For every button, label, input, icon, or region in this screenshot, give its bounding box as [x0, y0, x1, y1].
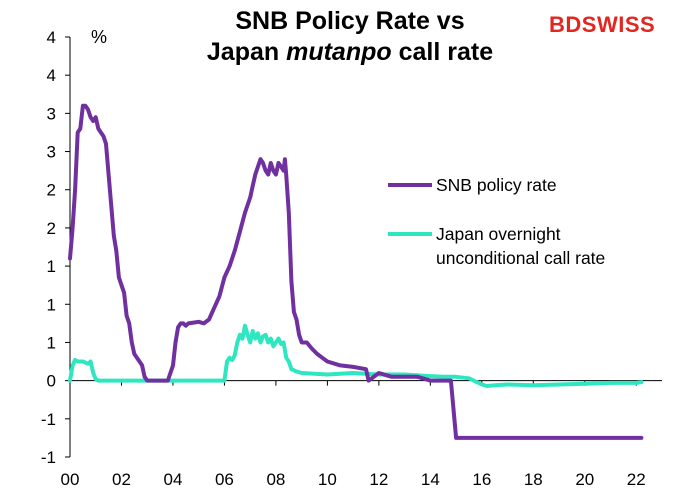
x-tick-label: 10	[318, 470, 337, 489]
legend-swatch-japan	[388, 232, 432, 236]
legend-label-japan: Japan overnight unconditional call rate	[436, 224, 606, 268]
title-line-2: Japan mutanpo call rate	[150, 37, 550, 68]
x-tick-label: 20	[575, 470, 594, 489]
title-line-2-italic: mutanpo	[286, 38, 392, 66]
title-line-1: SNB Policy Rate vs	[235, 7, 465, 35]
series-line-japan	[68, 323, 644, 388]
y-tick-label: -1	[41, 410, 56, 429]
legend-swatch-snb	[388, 183, 432, 187]
title-line-2-prefix: Japan	[206, 38, 287, 66]
x-tick-label: 00	[61, 470, 80, 489]
y-tick-label: 0	[47, 372, 56, 391]
x-tick-label: 18	[524, 470, 543, 489]
x-tick-label: 08	[266, 470, 285, 489]
x-tick-label: 12	[369, 470, 388, 489]
chart-title: SNB Policy Rate vs Japan mutanpo call ra…	[150, 6, 550, 68]
title-line-2-suffix: call rate	[391, 38, 494, 66]
series-line-snb	[68, 103, 644, 440]
bdswiss-logo: BDSWISS	[549, 12, 655, 38]
y-tick-label: 4	[47, 28, 56, 47]
y-tick-label: 2	[47, 219, 56, 238]
legend-label-snb: SNB policy rate	[436, 175, 557, 195]
y-tick-label: 3	[47, 104, 56, 123]
series-layer	[68, 103, 644, 440]
legend-item-japan: Japan overnight unconditional call rate	[388, 222, 648, 270]
x-tick-label: 16	[472, 470, 491, 489]
y-tick-label: 1	[47, 333, 56, 352]
y-tick-label: -1	[41, 448, 56, 467]
y-tick-label: 3	[47, 143, 56, 162]
x-axis: 00 02 04 06 08 10 12 14 16 18 20 22	[61, 380, 662, 489]
y-tick-label: 1	[47, 257, 56, 276]
x-tick-label: 06	[215, 470, 234, 489]
y-tick-label: 2	[47, 181, 56, 200]
x-tick-label: 04	[163, 470, 182, 489]
logo-swiss-text: SWISS	[581, 12, 656, 37]
x-tick-label: 14	[421, 470, 440, 489]
unit-label: %	[91, 27, 108, 47]
legend-item-snb: SNB policy rate	[388, 173, 557, 197]
x-tick-label: 22	[627, 470, 646, 489]
y-tick-label: 1	[47, 295, 56, 314]
y-axis: 4 4 3 3 2 2 1 1 1 0 -1 -1	[41, 28, 71, 467]
x-tick-label: 02	[112, 470, 131, 489]
y-tick-label: 4	[47, 66, 56, 85]
logo-bd-text: BD	[549, 12, 582, 37]
